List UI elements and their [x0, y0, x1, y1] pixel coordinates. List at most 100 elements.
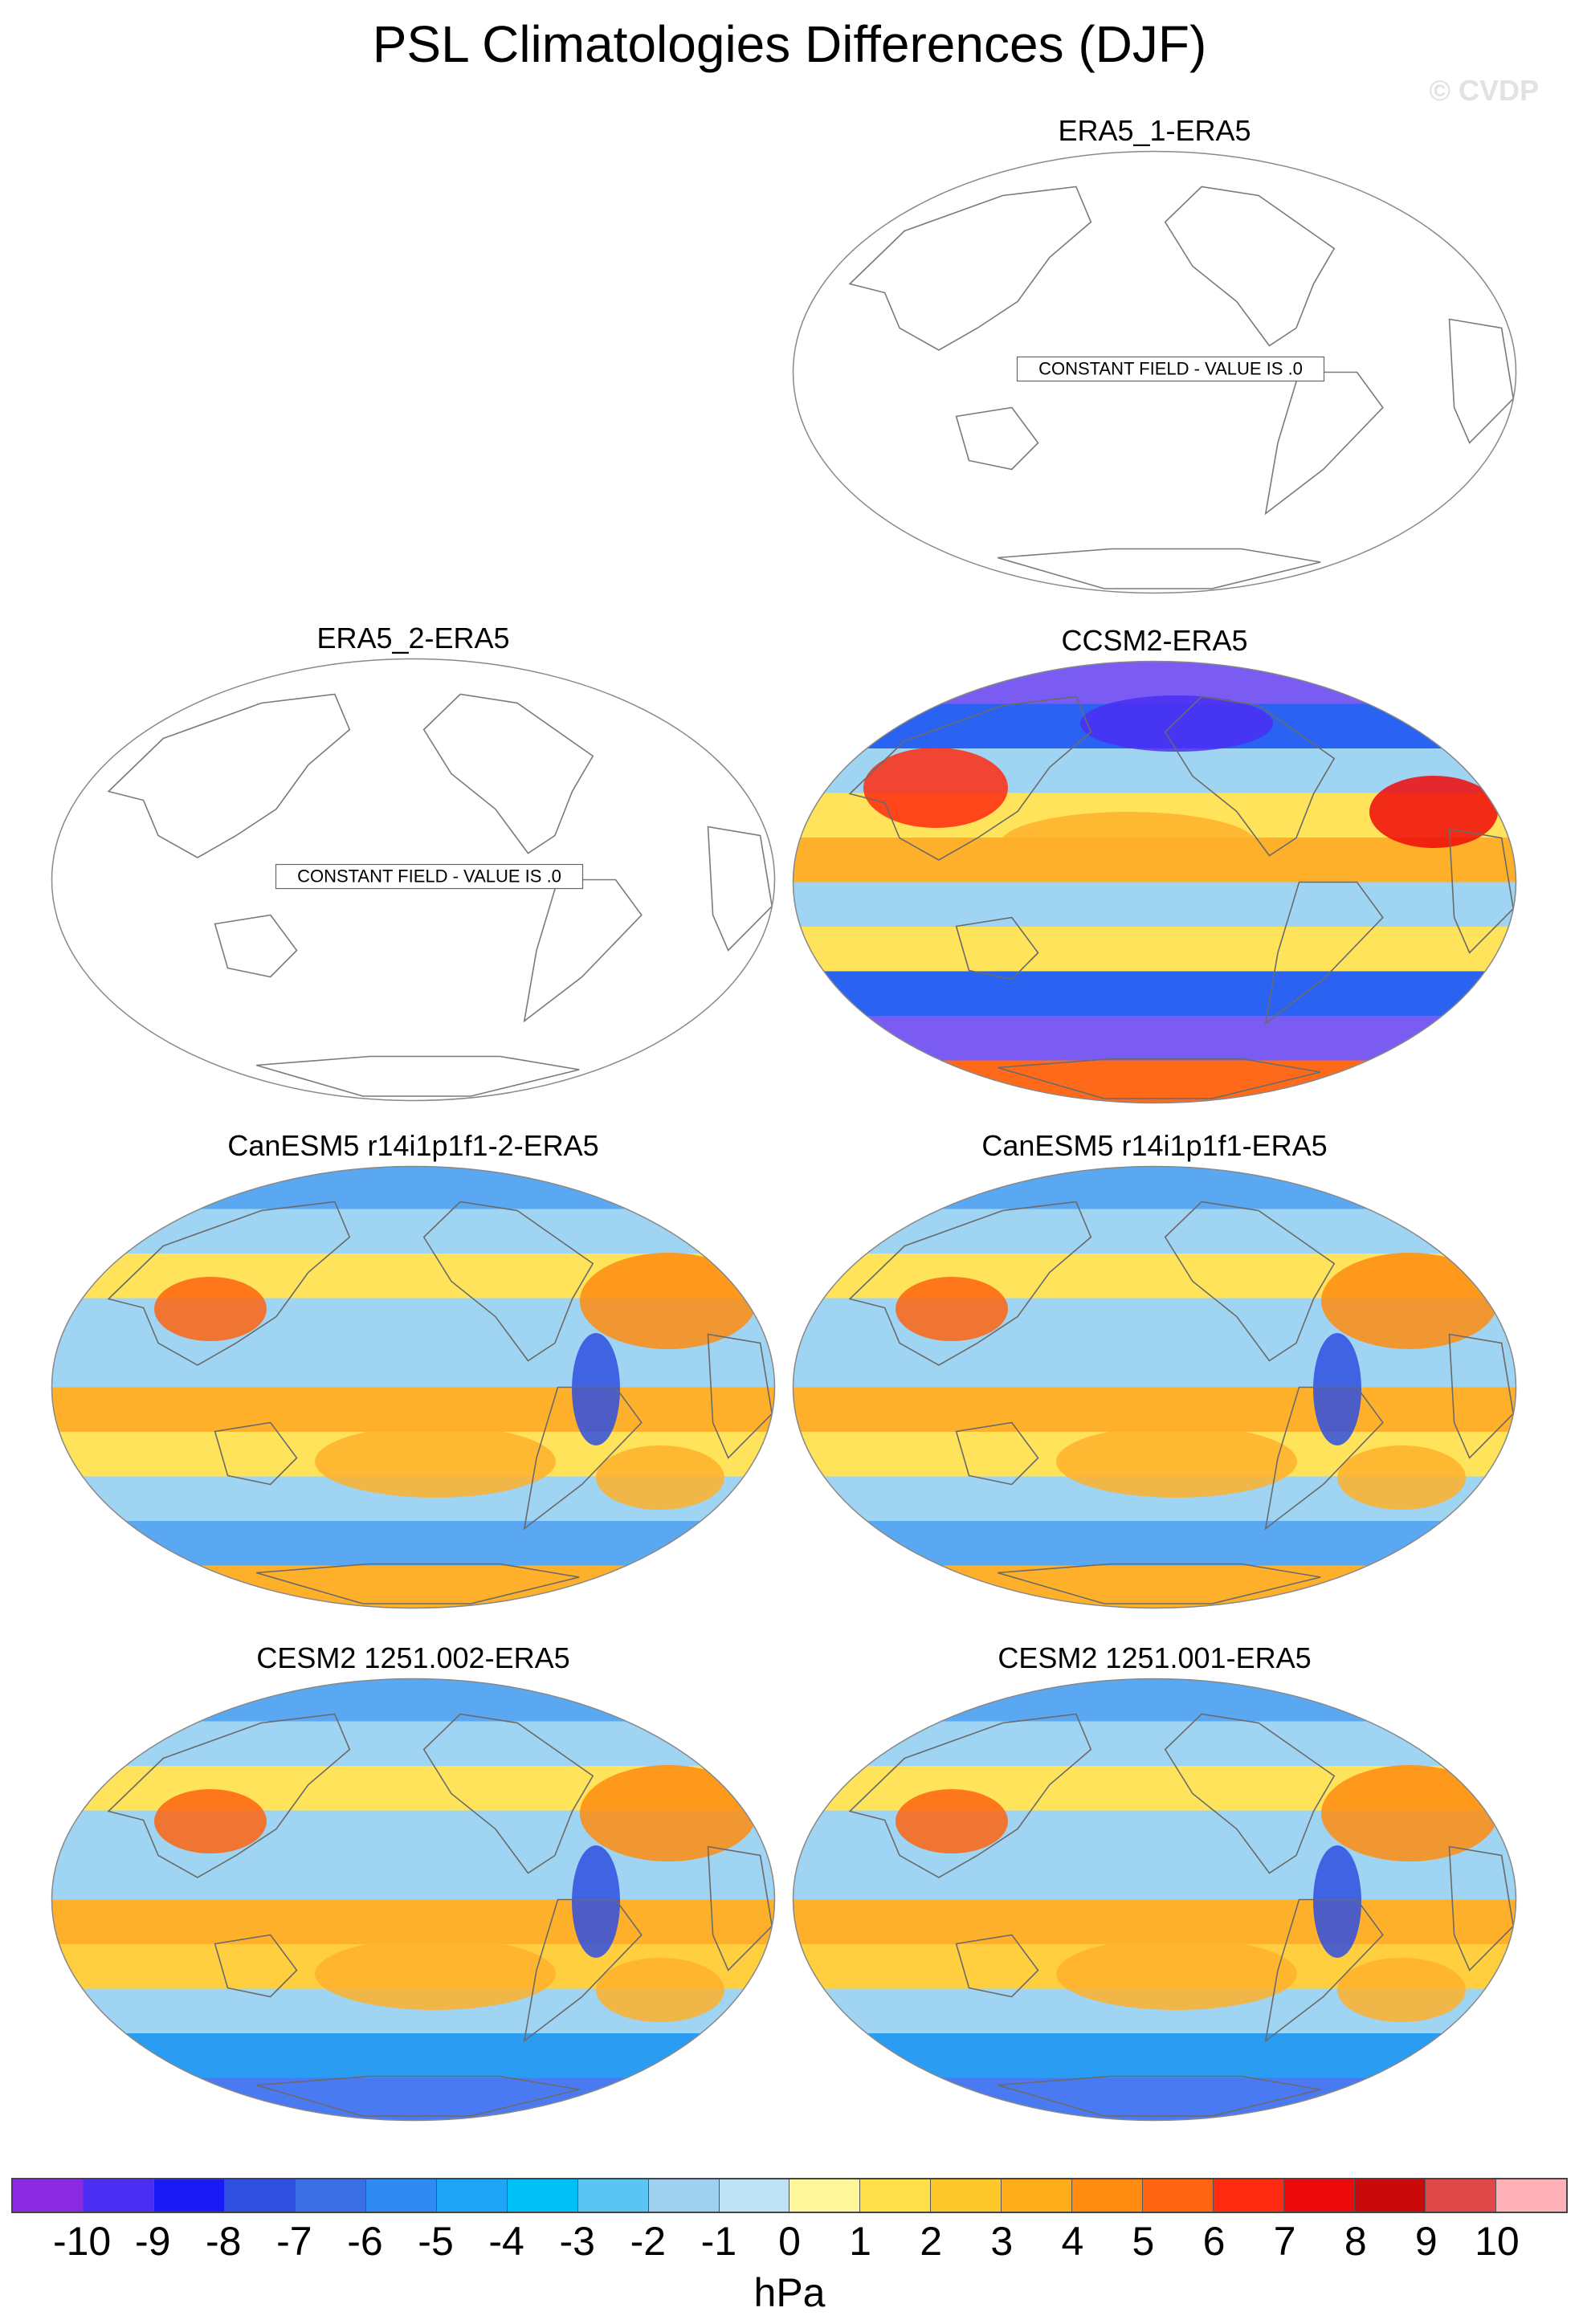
map-border: [792, 1165, 1517, 1609]
anomaly-blob: [1313, 1333, 1361, 1445]
coastline: [107, 693, 351, 858]
colorbar-swatch: [153, 2179, 225, 2212]
colorbar-tick-label: -10: [52, 2219, 112, 2264]
anomaly-blob: [1369, 776, 1498, 848]
map-border: [792, 1678, 1517, 2122]
coastline: [523, 1898, 643, 2043]
colorbar-tick-label: -6: [347, 2219, 383, 2264]
coastline: [422, 1201, 594, 1362]
colorbar-tick-label: -5: [418, 2219, 454, 2264]
panel-title: CanESM5 r14i1p1f1-2-ERA5: [227, 1129, 599, 1162]
map-panel-cesm2-001: CESM2 1251.001-ERA5: [791, 1640, 1518, 2122]
anomaly-blob: [596, 1445, 724, 1510]
colorbar-swatch: [1284, 2179, 1356, 2212]
panel-title: CESM2 1251.001-ERA5: [998, 1641, 1312, 1674]
coastline: [1448, 1333, 1515, 1459]
field-band: [793, 1209, 1516, 1254]
constant-field-label: CONSTANT FIELD - VALUE IS .0: [297, 866, 561, 887]
colorbar-units: hPa: [753, 2270, 826, 2315]
colorbar-swatch: [860, 2179, 932, 2212]
map-panel-canesm5: CanESM5 r14i1p1f1-ERA5: [791, 1127, 1518, 1610]
anomaly-blob: [1321, 1253, 1498, 1349]
coastline: [848, 695, 1092, 861]
colorbar: -10 -9 -8 -7 -6 -5 -4 -3 -2 -1 0 1 2 3 4 5 6 7 8 9 10: [11, 2178, 1568, 2264]
colorbar-swatch: [224, 2179, 296, 2212]
panel-title: ERA5_1-ERA5: [1058, 114, 1251, 147]
map-panel-ccsm2: CCSM2-ERA5: [791, 622, 1518, 1105]
anomaly-blob: [572, 1845, 620, 1958]
colorbar-swatch: [13, 2179, 84, 2212]
map-border: [792, 150, 1517, 594]
colorbar-swatch: [931, 2179, 1002, 2212]
map-panel-cesm2-002: CESM2 1251.002-ERA5: [50, 1640, 777, 2122]
coastline: [997, 2075, 1321, 2117]
map-svg: [51, 1678, 776, 2122]
field-band: [793, 1899, 1516, 1945]
coastline: [255, 1055, 580, 1097]
colorbar-tick-label: 7: [1273, 2219, 1296, 2264]
coastline: [1264, 371, 1384, 516]
field-band: [51, 1387, 775, 1433]
colorbar-tick-label: 5: [1132, 2219, 1155, 2264]
constant-field-label: CONSTANT FIELD - VALUE IS .0: [1038, 359, 1303, 379]
coastline: [707, 1333, 773, 1459]
coastline: [214, 914, 298, 978]
anomaly-blob: [1337, 1958, 1466, 2022]
colorbar-tick-label: -2: [630, 2219, 667, 2264]
constant-field-box: [275, 863, 584, 890]
coastline: [107, 1713, 351, 1878]
colorbar-swatch: [719, 2179, 790, 2212]
anomaly-blob: [1056, 1938, 1297, 2010]
coastline: [997, 1058, 1321, 1099]
colorbar-tick-label: -4: [488, 2219, 524, 2264]
coastline: [1448, 318, 1515, 444]
colorbar-tick-label: 10: [1475, 2219, 1520, 2264]
anomaly-blob: [896, 1789, 1008, 1853]
coastline: [255, 2075, 580, 2117]
field-band: [51, 1209, 775, 1254]
anomaly-blob: [580, 1765, 757, 1861]
colorbar-tick-label: 1: [849, 2219, 871, 2264]
colorbar-swatch: [648, 2179, 720, 2212]
colorbar-swatch: [1496, 2179, 1566, 2212]
coastline: [1448, 828, 1515, 954]
colorbar-swatch: [507, 2179, 578, 2212]
coastline: [1164, 1713, 1336, 1874]
map-svg: [792, 1678, 1517, 2122]
colorbar-tick-label: 4: [1061, 2219, 1084, 2264]
coastline: [1164, 186, 1336, 347]
anomaly-blob: [572, 1333, 620, 1445]
colorbar-swatch: [577, 2179, 649, 2212]
panel-title: CCSM2-ERA5: [1061, 624, 1248, 657]
map-svg: [792, 1165, 1517, 1609]
field-band: [51, 1343, 775, 1388]
coastline: [523, 879, 643, 1023]
field-band: [793, 1855, 1516, 1901]
colorbar-swatch: [1002, 2179, 1073, 2212]
colorbar-swatch: [83, 2179, 154, 2212]
coastline: [1264, 881, 1384, 1025]
coastline: [214, 1934, 298, 1998]
colorbar-tick-label: -9: [134, 2219, 171, 2264]
colorbar-swatch: [436, 2179, 508, 2212]
colorbar-swatch: [790, 2179, 861, 2212]
field-band: [793, 927, 1516, 972]
coastline: [107, 1201, 351, 1366]
coastline: [955, 406, 1039, 471]
colorbar-tick-label: -1: [700, 2219, 737, 2264]
coastline: [707, 826, 773, 952]
map-panel-canesm5-2: CanESM5 r14i1p1f1-2-ERA5: [50, 1127, 777, 1610]
field-band: [793, 1721, 1516, 1767]
coastline: [255, 1563, 580, 1604]
map-panel-era5-2: ERA5_2-ERA5 CONSTANT FIELD - VALUE IS .0: [50, 620, 777, 1103]
anomaly-blob: [154, 1789, 267, 1853]
colorbar-boxes: [11, 2178, 1568, 2213]
anomaly-blob: [896, 1277, 1008, 1341]
field-band: [793, 1678, 1516, 1723]
field-band: [51, 1721, 775, 1767]
coastline: [955, 916, 1039, 981]
coastline: [422, 693, 594, 854]
map-svg: [792, 660, 1517, 1104]
field-band: [793, 1343, 1516, 1388]
field-band: [51, 1678, 775, 1723]
